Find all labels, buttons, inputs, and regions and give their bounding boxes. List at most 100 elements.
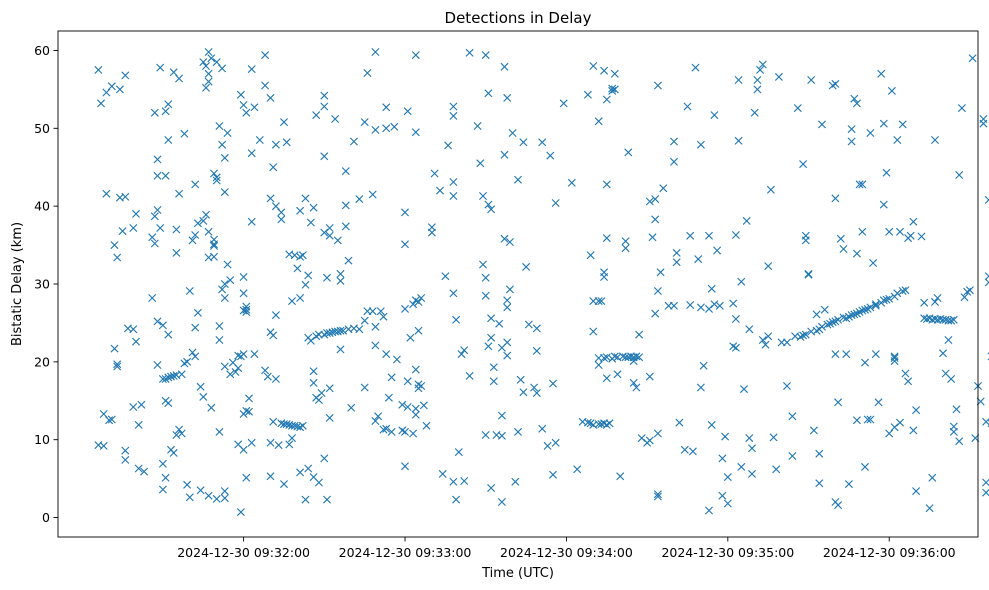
data-point	[877, 69, 886, 78]
data-point	[317, 389, 326, 397]
data-point	[188, 236, 197, 245]
data-point	[314, 478, 323, 487]
data-point	[836, 234, 845, 243]
data-point	[769, 433, 778, 442]
data-point	[635, 330, 644, 339]
data-point	[449, 178, 458, 186]
data-point	[522, 262, 531, 271]
data-point	[239, 445, 248, 454]
data-point	[532, 324, 541, 333]
data-point	[694, 255, 703, 264]
data-point	[285, 440, 294, 449]
data-point	[514, 175, 522, 184]
data-point	[277, 215, 286, 224]
data-point	[449, 102, 458, 111]
data-point	[436, 186, 444, 195]
data-point	[336, 276, 345, 285]
data-point	[129, 403, 138, 411]
data-point	[651, 195, 660, 204]
data-point	[928, 473, 937, 482]
data-point	[113, 360, 122, 369]
data-point	[438, 469, 447, 478]
data-point	[788, 412, 797, 421]
data-point	[882, 295, 891, 304]
data-point	[874, 398, 883, 407]
data-point	[688, 447, 697, 456]
data-point	[331, 115, 340, 123]
data-point	[788, 452, 797, 460]
data-point	[713, 246, 722, 255]
data-point	[406, 333, 415, 342]
data-point	[298, 251, 307, 260]
data-point	[613, 370, 622, 379]
data-point	[610, 85, 619, 94]
data-point	[158, 375, 167, 383]
data-point	[721, 432, 730, 441]
data-point	[538, 138, 547, 147]
data-point	[110, 241, 119, 250]
data-point	[465, 48, 474, 57]
y-tick-label: 30	[34, 277, 50, 292]
data-point	[164, 330, 173, 339]
data-point	[532, 346, 541, 355]
data-point	[417, 382, 426, 390]
data-point	[239, 101, 248, 109]
data-point	[449, 111, 458, 120]
data-point	[514, 427, 522, 436]
data-point	[818, 322, 826, 331]
data-point	[239, 350, 248, 359]
data-point	[167, 372, 175, 381]
data-point	[266, 438, 275, 447]
data-point	[479, 260, 487, 269]
data-point	[979, 119, 988, 128]
data-point	[850, 310, 859, 319]
data-point	[460, 477, 469, 485]
data-point	[670, 137, 678, 146]
x-axis-label: Time (UTC)	[481, 566, 554, 581]
data-point	[495, 319, 504, 328]
data-point	[909, 217, 918, 226]
data-point	[707, 420, 716, 429]
data-point	[290, 421, 299, 430]
data-point	[949, 427, 958, 436]
data-point	[261, 51, 270, 60]
data-point	[594, 297, 603, 306]
data-point	[401, 427, 409, 436]
data-point	[183, 357, 192, 366]
data-point	[481, 51, 490, 60]
data-point	[280, 118, 288, 127]
data-point	[196, 382, 205, 391]
data-point	[212, 58, 221, 67]
data-point	[363, 69, 372, 77]
data-point	[309, 367, 318, 376]
data-point	[153, 171, 162, 180]
data-point	[309, 378, 318, 387]
data-point	[341, 222, 350, 231]
data-point	[271, 140, 280, 149]
data-point	[982, 478, 989, 487]
data-point	[801, 330, 810, 339]
data-point	[290, 251, 299, 260]
data-point	[834, 501, 843, 510]
data-point	[801, 236, 810, 245]
data-point	[917, 232, 926, 241]
data-point	[441, 272, 450, 281]
data-point	[220, 294, 229, 302]
data-point	[169, 371, 178, 380]
data-point	[487, 333, 496, 342]
data-point	[411, 404, 420, 413]
data-point	[325, 413, 334, 422]
data-point	[481, 273, 490, 282]
data-point	[691, 63, 700, 72]
data-point	[368, 307, 377, 316]
data-point	[823, 320, 832, 329]
data-point	[401, 462, 409, 471]
data-point	[325, 329, 334, 337]
data-point	[740, 385, 748, 394]
data-point	[298, 421, 307, 430]
data-point	[172, 248, 181, 257]
data-point	[449, 289, 458, 298]
data-point	[255, 136, 264, 144]
data-point	[734, 76, 743, 84]
data-point	[624, 148, 633, 157]
